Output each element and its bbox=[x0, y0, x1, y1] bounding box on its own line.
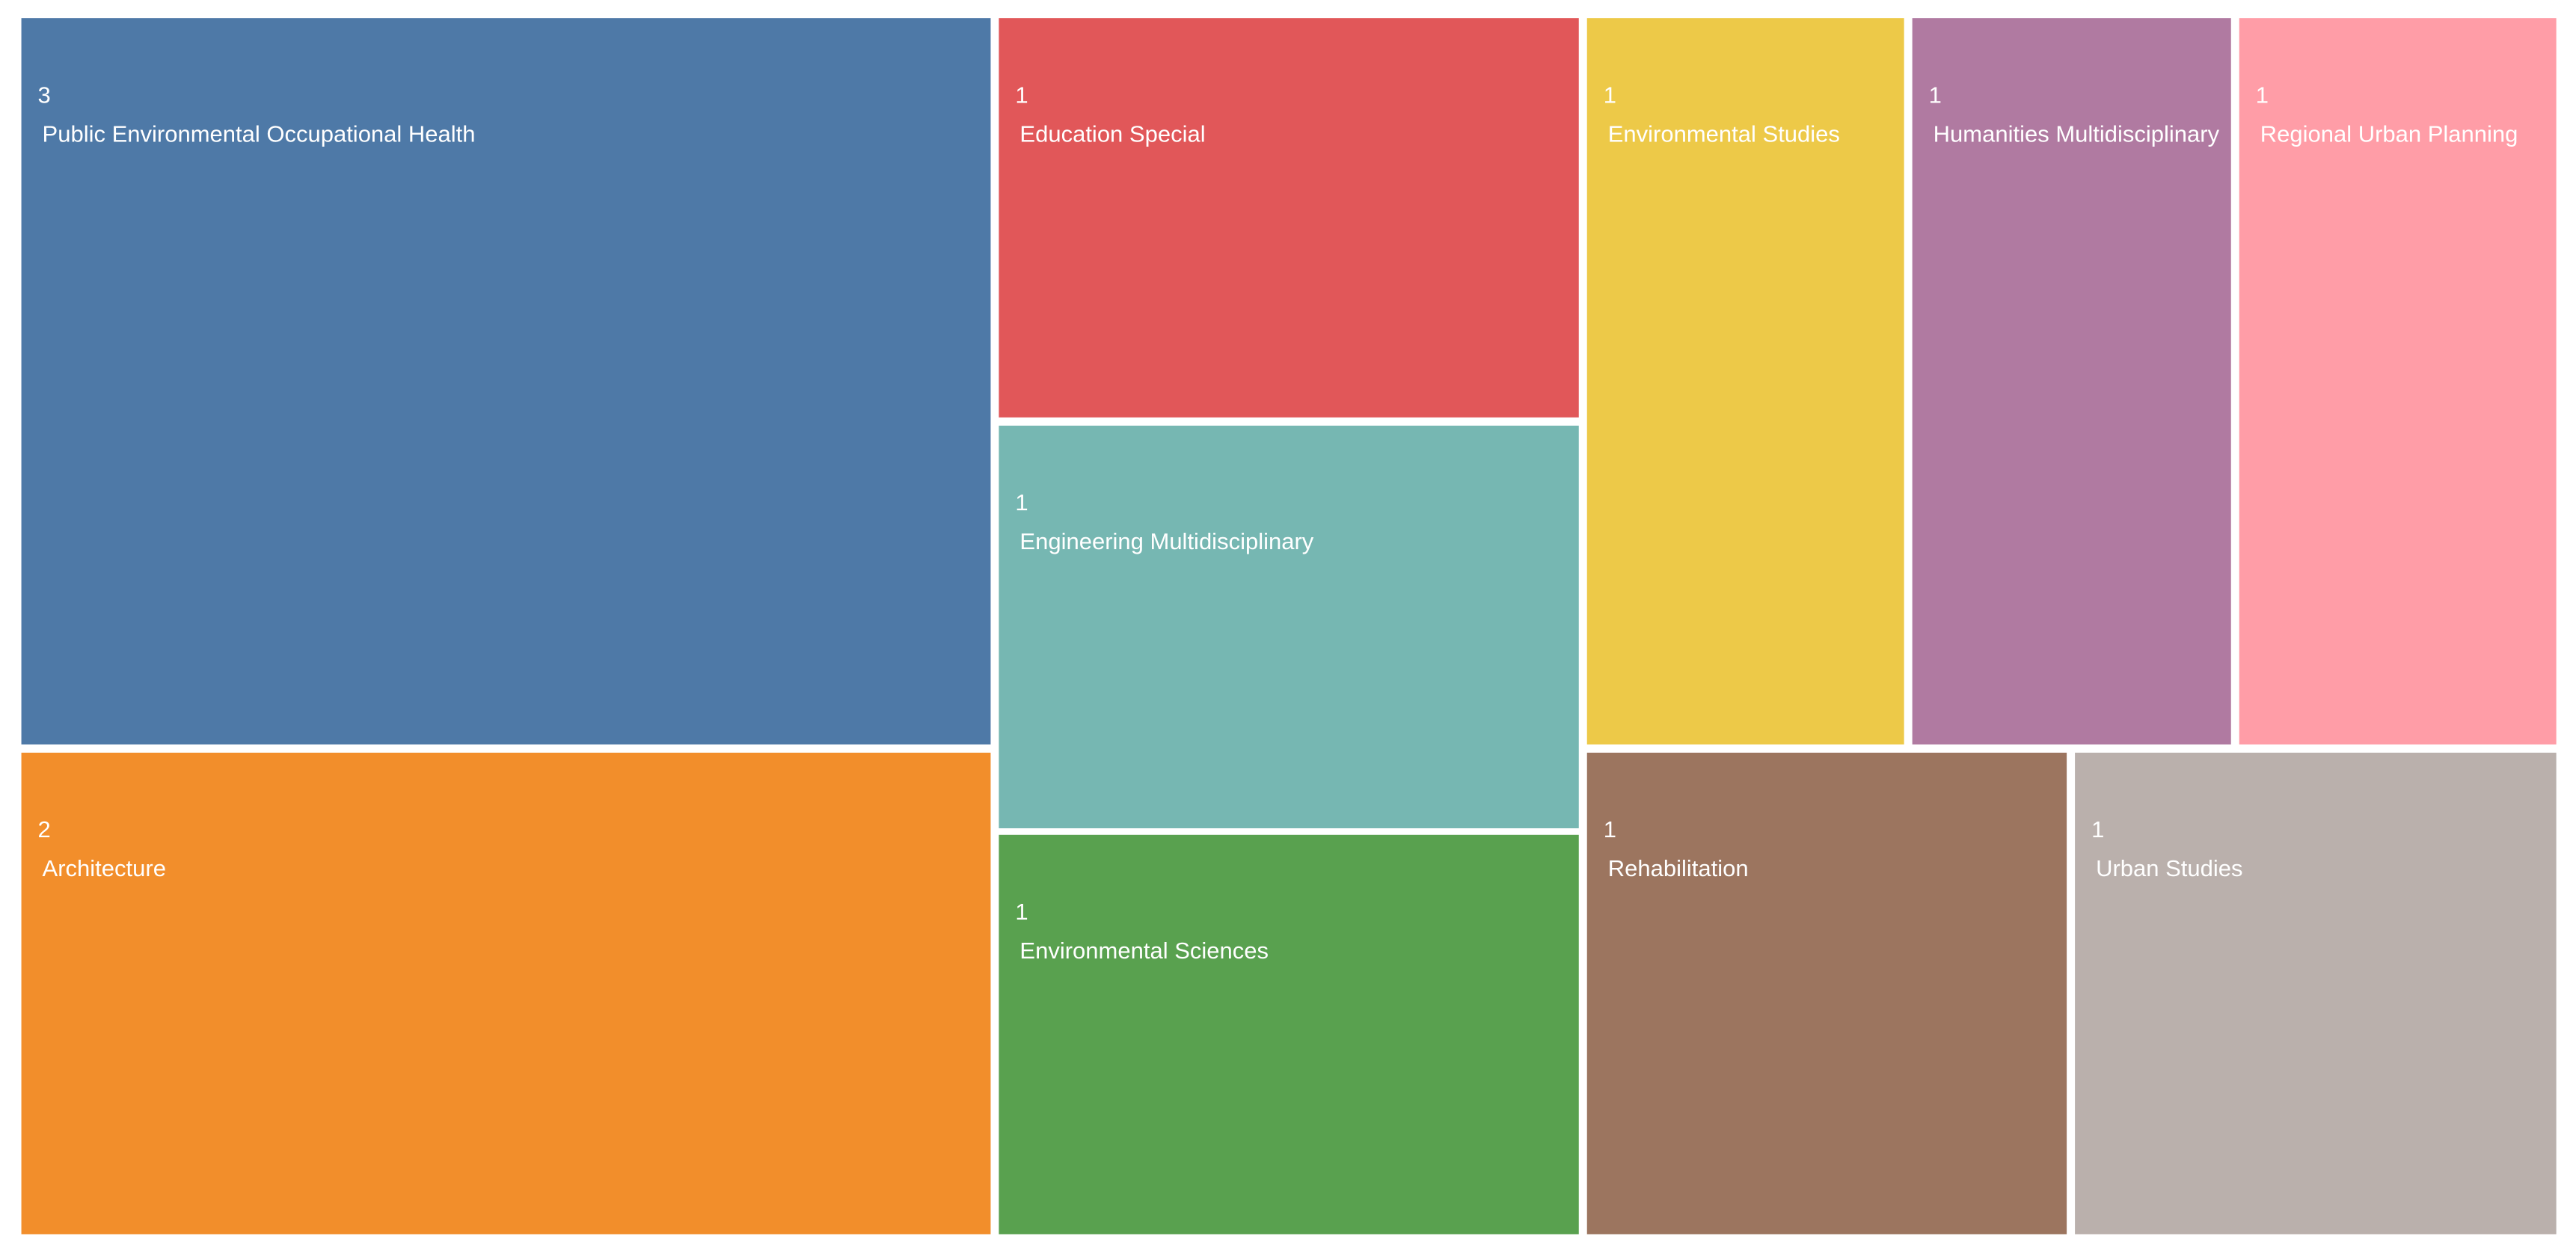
tile bbox=[999, 834, 1579, 1235]
tile bbox=[1586, 752, 2067, 1235]
tile bbox=[21, 18, 991, 744]
tile-name-label: Public Environmental Occupational Health bbox=[43, 120, 476, 147]
tile-value-label: 1 bbox=[2256, 82, 2269, 108]
tile bbox=[2239, 18, 2557, 744]
tile-name-label: Environmental Sciences bbox=[1019, 938, 1269, 964]
tile bbox=[1586, 18, 1904, 744]
tile-name-label: Humanities Multidisciplinary bbox=[1933, 120, 2220, 147]
tile-name-label: Education Special bbox=[1019, 120, 1205, 147]
tile bbox=[2075, 752, 2557, 1235]
tile-value-label: 3 bbox=[38, 82, 51, 108]
tile-value-label: 1 bbox=[1015, 82, 1028, 108]
tile-name-label: Regional Urban Planning bbox=[2260, 120, 2518, 147]
tile-name-label: Environmental Studies bbox=[1608, 120, 1840, 147]
tile-value-label: 1 bbox=[1604, 816, 1616, 842]
tile-value-label: 1 bbox=[1015, 489, 1028, 516]
tile bbox=[21, 752, 991, 1235]
tile-value-label: 2 bbox=[38, 816, 51, 842]
tile bbox=[999, 425, 1579, 828]
tile bbox=[999, 18, 1579, 418]
tile-name-label: Engineering Multidisciplinary bbox=[1019, 528, 1313, 554]
tile-value-label: 1 bbox=[2091, 816, 2104, 842]
tile-name-label: Urban Studies bbox=[2096, 855, 2242, 881]
tile-value-label: 1 bbox=[1015, 899, 1028, 925]
tile-value-label: 1 bbox=[1604, 82, 1616, 108]
tile-name-label: Architecture bbox=[43, 855, 166, 881]
tile-value-label: 1 bbox=[1929, 82, 1942, 108]
tile-name-label: Rehabilitation bbox=[1608, 855, 1749, 881]
tile bbox=[1912, 18, 2231, 744]
